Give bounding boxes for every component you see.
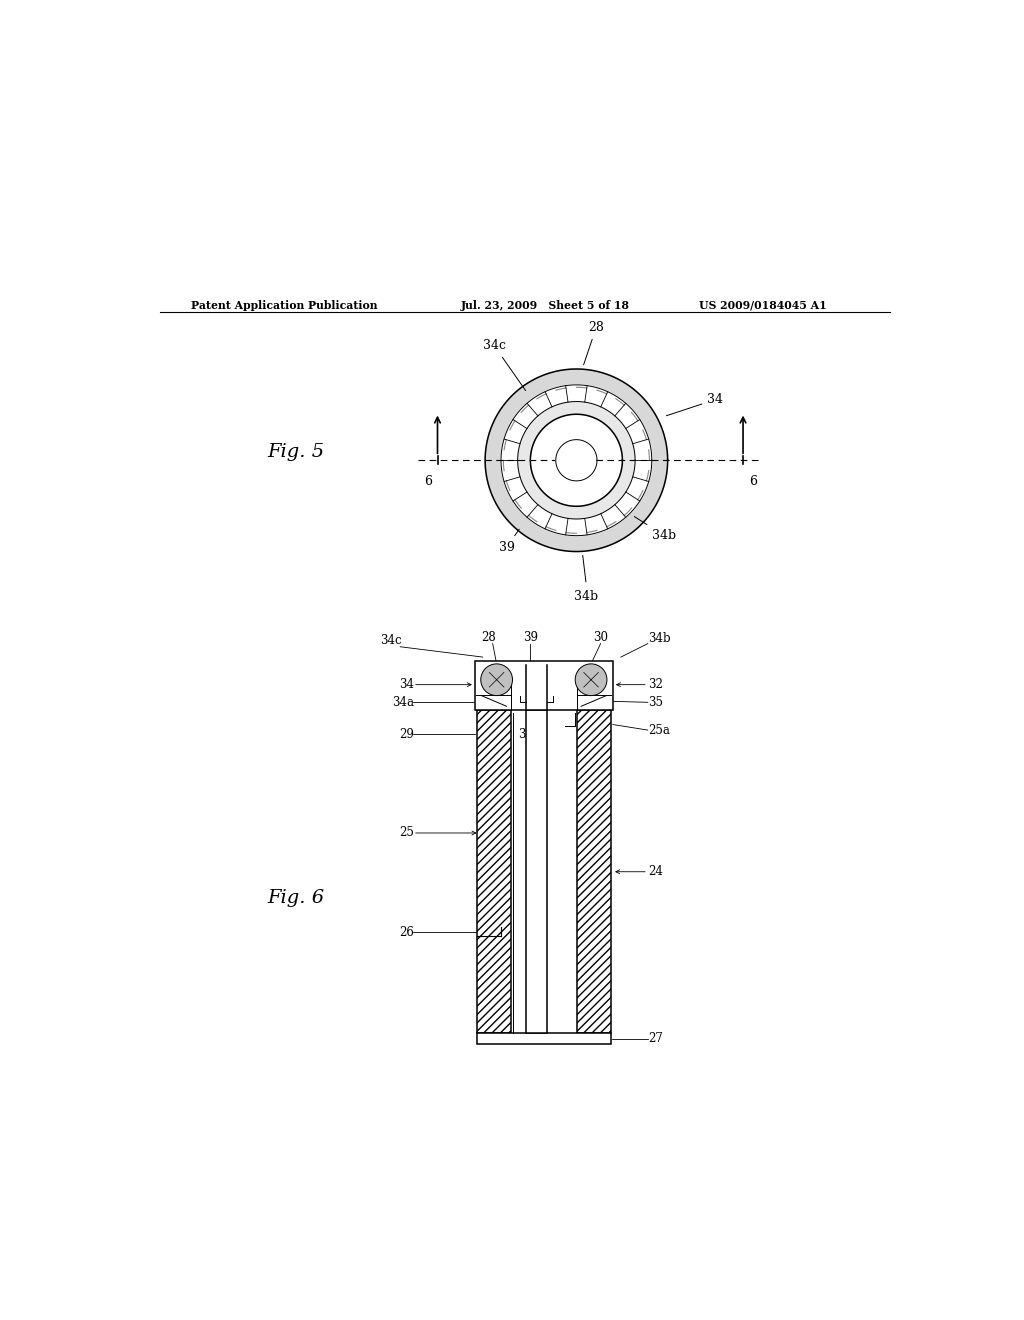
Text: 34b: 34b: [648, 632, 671, 645]
Text: 34: 34: [398, 678, 414, 692]
Text: 34a: 34a: [392, 696, 414, 709]
Text: Fig. 6: Fig. 6: [267, 888, 324, 907]
Polygon shape: [501, 385, 651, 536]
Text: 34: 34: [667, 393, 723, 416]
Polygon shape: [518, 401, 635, 519]
Text: 25a: 25a: [648, 723, 671, 737]
Text: 27: 27: [648, 1032, 664, 1045]
Text: 25: 25: [398, 826, 414, 840]
Polygon shape: [556, 440, 597, 480]
Text: 29: 29: [398, 727, 414, 741]
Polygon shape: [485, 370, 668, 552]
Bar: [477, 710, 511, 1034]
Text: 24: 24: [648, 865, 664, 878]
Text: US 2009/0184045 A1: US 2009/0184045 A1: [699, 300, 827, 312]
Text: 28: 28: [584, 321, 604, 364]
Text: 6: 6: [750, 475, 758, 487]
Bar: [475, 661, 613, 710]
Text: 30: 30: [593, 631, 608, 644]
Bar: [477, 1034, 610, 1044]
Bar: [526, 710, 547, 1034]
Circle shape: [480, 664, 512, 696]
Text: Jul. 23, 2009   Sheet 5 of 18: Jul. 23, 2009 Sheet 5 of 18: [461, 300, 631, 312]
Text: 35: 35: [648, 696, 664, 709]
Text: Fig. 5: Fig. 5: [267, 444, 324, 461]
Text: 34c: 34c: [518, 727, 540, 741]
Text: 34b: 34b: [573, 590, 598, 603]
Text: 28: 28: [481, 631, 496, 644]
Text: Patent Application Publication: Patent Application Publication: [191, 300, 378, 312]
Circle shape: [575, 664, 607, 696]
Text: 39: 39: [523, 631, 538, 644]
Bar: [578, 710, 610, 1034]
Text: 6: 6: [424, 475, 432, 487]
Text: 34b: 34b: [634, 516, 676, 541]
Text: 34c: 34c: [482, 339, 525, 391]
Text: 34c: 34c: [380, 634, 401, 647]
Text: 32: 32: [648, 678, 664, 692]
Text: 26: 26: [398, 925, 414, 939]
Text: 39: 39: [499, 529, 519, 553]
